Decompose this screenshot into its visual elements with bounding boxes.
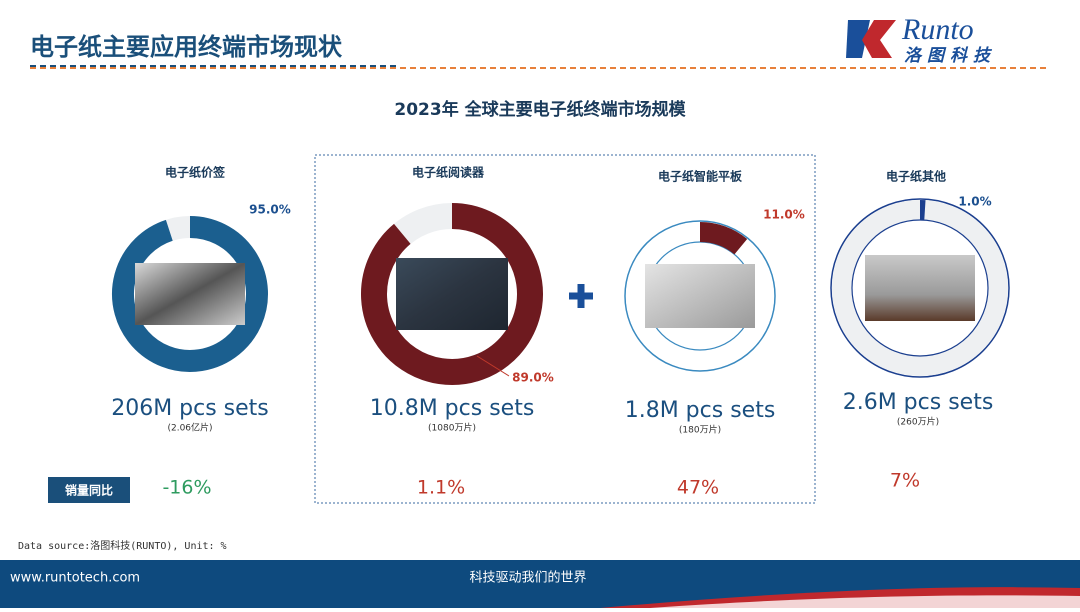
main-title: 2023年 全球主要电子纸终端市场规模: [394, 99, 686, 120]
donut-title: 电子纸阅读器: [412, 165, 485, 180]
product-image: [645, 264, 755, 328]
product-image: [396, 258, 508, 330]
volume-note: (180万片): [679, 424, 721, 436]
volume-note: (260万片): [897, 416, 939, 428]
footer-url: www.runtotech.com: [10, 571, 140, 586]
volume: 2.6M pcs sets: [843, 390, 994, 415]
volume: 10.8M pcs sets: [370, 396, 535, 421]
growth-label: 销量同比: [65, 483, 113, 498]
volume: 206M pcs sets: [111, 396, 269, 421]
logo-subtitle: 洛图科技: [904, 46, 996, 66]
growth: 7%: [890, 470, 920, 492]
source-note: Data source:洛图科技(RUNTO), Unit: %: [18, 539, 227, 552]
product-image: [865, 255, 975, 321]
donut-arc: [700, 232, 741, 247]
growth: 1.1%: [417, 477, 465, 499]
percent-label: 11.0%: [763, 208, 805, 222]
percent-label: 89.0%: [512, 371, 554, 385]
slide-title: 电子纸主要应用终端市场现状: [30, 33, 343, 61]
plus-sign: [569, 284, 593, 308]
donut-title: 电子纸智能平板: [658, 169, 743, 184]
volume: 1.8M pcs sets: [625, 398, 776, 423]
percent-label: 95.0%: [249, 203, 291, 217]
growth: 47%: [677, 477, 719, 499]
footer-slogan: 科技驱动我们的世界: [469, 570, 586, 586]
product-image: [135, 263, 245, 325]
volume-note: (2.06亿片): [167, 422, 212, 434]
percent-label: 1.0%: [958, 195, 991, 209]
donut-title: 电子纸其他: [886, 169, 946, 184]
growth: -16%: [162, 477, 211, 499]
volume-note: (1080万片): [428, 422, 476, 434]
logo-text: Runto: [901, 13, 974, 46]
donut-title: 电子纸价签: [165, 165, 226, 180]
